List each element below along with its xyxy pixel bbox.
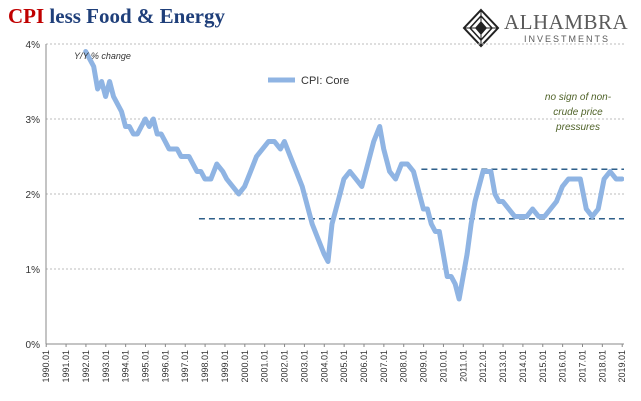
alhambra-diamond-logo-icon <box>462 8 500 48</box>
y-tick-label: 3% <box>26 115 41 126</box>
x-tick-label: 2011.01 <box>458 350 468 382</box>
x-tick-label: 2012.01 <box>478 350 488 383</box>
x-tick-label: 1992.01 <box>81 350 91 383</box>
annotation-line-2: crude price <box>553 107 603 118</box>
x-tick-label: 2013.01 <box>498 350 508 383</box>
title-cpi: CPI <box>8 4 45 28</box>
x-tick-label: 2007.01 <box>379 350 389 383</box>
x-tick-label: 1991.01 <box>61 350 71 383</box>
y-tick-label: 0% <box>26 340 41 351</box>
logo-subtitle: INVESTMENTS <box>524 34 611 44</box>
x-tick-label: 2004.01 <box>319 350 329 383</box>
alhambra-logo: ALHAMBRA INVESTMENTS <box>462 8 634 52</box>
x-tick-label: 2001.01 <box>260 350 270 383</box>
x-tick-label: 2009.01 <box>419 350 429 383</box>
x-tick-label: 1998.01 <box>200 350 210 383</box>
x-tick-label: 1999.01 <box>220 350 230 383</box>
x-tick-labels: 1990.01 1991.01 1992.01 1993.01 1994.01 1995.… <box>41 350 627 383</box>
x-tick-label: 2003.01 <box>299 350 309 383</box>
annotation-line-1: no sign of non- <box>545 92 612 103</box>
x-tick-label: 2018.01 <box>597 350 607 383</box>
chart-title: CPI less Food & Energy <box>8 4 225 29</box>
y-tick-label: 4% <box>26 40 41 51</box>
title-rest: less Food & Energy <box>44 4 225 28</box>
x-tick-label: 2016.01 <box>558 350 568 383</box>
x-tick-label: 2000.01 <box>240 350 250 383</box>
y-tick-label: 2% <box>26 190 41 201</box>
series-line-cpi-core <box>83 49 624 302</box>
x-tick-label: 2006.01 <box>359 350 369 383</box>
reference-lines <box>198 168 624 220</box>
y-axis-label: Y/Y % change <box>74 51 131 61</box>
x-tick-label: 1996.01 <box>160 350 170 383</box>
x-tick-label: 1993.01 <box>101 350 111 383</box>
x-tick-label: 1997.01 <box>180 350 190 383</box>
x-tick-label: 2014.01 <box>518 350 528 383</box>
x-tick-label: 2005.01 <box>339 350 349 383</box>
series-layer <box>83 49 624 302</box>
x-tick-label: 1990.01 <box>41 350 51 383</box>
x-tick-label: 2017.01 <box>577 350 587 383</box>
annotation-line-3: pressures <box>555 122 600 133</box>
y-tick-label: 1% <box>26 265 41 276</box>
legend: CPI: Core <box>268 75 349 87</box>
x-tick-label: 1995.01 <box>141 350 151 383</box>
legend-label: CPI: Core <box>301 75 349 87</box>
grid-lines <box>45 43 624 347</box>
x-tick-label: 2015.01 <box>538 350 548 383</box>
logo-wordmark: ALHAMBRA <box>504 10 629 34</box>
x-tick-label: 1994.01 <box>121 350 131 383</box>
y-tick-labels: 0% 1% 2% 3% 4% <box>26 40 41 351</box>
x-tick-label: 2002.01 <box>280 350 290 383</box>
x-tick-label: 2010.01 <box>438 350 448 383</box>
x-tick-label: 2019.01 <box>617 350 627 383</box>
annotation: no sign of non- crude price pressures <box>545 92 612 133</box>
x-tick-label: 2008.01 <box>399 350 409 383</box>
